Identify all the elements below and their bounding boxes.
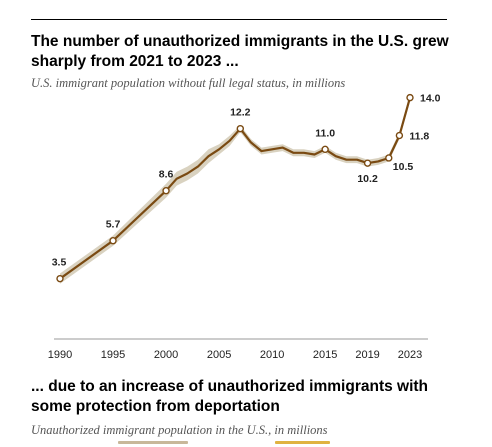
chart-title: The number of unauthorized immigrants in… bbox=[31, 33, 449, 70]
data-point-2022 bbox=[395, 131, 404, 140]
data-label-2019: 10.2 bbox=[357, 173, 378, 185]
data-point-2000 bbox=[162, 187, 170, 195]
x-tick-label-2000: 2000 bbox=[154, 349, 178, 361]
data-label-2015: 11.0 bbox=[315, 127, 335, 139]
legend-swatch-a bbox=[118, 441, 188, 444]
x-tick-label-2015: 2015 bbox=[313, 349, 337, 361]
chart-subtitle: U.S. immigrant population without full l… bbox=[31, 76, 346, 90]
data-point-1995 bbox=[109, 237, 117, 245]
data-point-2007 bbox=[236, 124, 245, 133]
legend-partial bbox=[110, 441, 360, 447]
data-label-1990: 3.5 bbox=[52, 257, 67, 269]
data-point-2023 bbox=[406, 93, 414, 102]
section-2-subtitle: Unauthorized immigrant population in the… bbox=[31, 423, 328, 437]
x-tick-label-2019: 2019 bbox=[355, 349, 379, 361]
top-rule bbox=[31, 19, 447, 20]
data-label-1995: 5.7 bbox=[106, 219, 121, 231]
data-label-2023: 14.0 bbox=[420, 93, 441, 105]
series-line bbox=[59, 97, 412, 280]
data-label-2022: 11.8 bbox=[409, 131, 429, 143]
x-tick-label-2005: 2005 bbox=[207, 349, 231, 361]
legend-swatch-b bbox=[275, 441, 330, 444]
x-tick-label-1995: 1995 bbox=[101, 349, 125, 361]
x-tick-label-2023: 2023 bbox=[398, 349, 422, 361]
data-point-2019 bbox=[363, 159, 372, 167]
data-label-2000: 8.6 bbox=[159, 169, 174, 181]
data-point-1990 bbox=[56, 274, 64, 283]
x-tick-label-1990: 1990 bbox=[48, 349, 72, 361]
data-label-2007: 12.2 bbox=[230, 107, 251, 119]
data-point-2015 bbox=[321, 145, 329, 154]
data-label-2021: 10.5 bbox=[393, 161, 414, 173]
uncertainty-band bbox=[60, 94, 410, 284]
data-point-2021 bbox=[385, 154, 393, 162]
x-tick-label-2010: 2010 bbox=[260, 349, 284, 361]
section-2-title: ... due to an increase of unauthorized i… bbox=[31, 378, 429, 415]
